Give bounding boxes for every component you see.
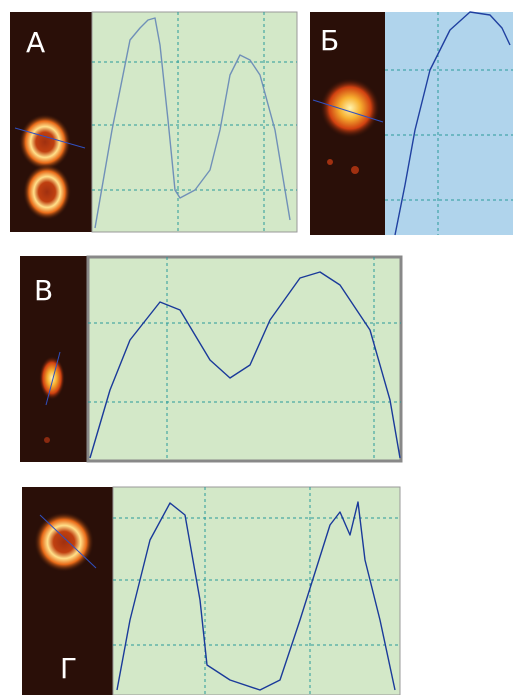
grid	[92, 12, 297, 232]
panel-label: В	[34, 274, 53, 307]
spot	[327, 159, 333, 165]
grid	[113, 487, 400, 695]
panel-b: Б	[310, 11, 513, 236]
profile-curve	[116, 501, 396, 691]
spot	[44, 437, 50, 443]
profile-curve	[394, 11, 511, 236]
profile-plot	[112, 486, 401, 695]
cell	[320, 78, 380, 138]
panel-label: Г	[60, 652, 77, 685]
cell	[39, 356, 65, 400]
spot	[351, 166, 359, 174]
panel-label: А	[26, 26, 45, 59]
cell	[19, 114, 71, 170]
cell	[23, 164, 71, 220]
profile-curve	[89, 271, 401, 459]
grid	[88, 257, 401, 461]
scan-line	[39, 514, 97, 569]
panel-label: Б	[320, 24, 339, 57]
panel-c: В	[20, 255, 403, 463]
cell	[34, 512, 94, 572]
panel-a: А	[10, 11, 298, 233]
profile-curve	[94, 17, 291, 229]
scan-line	[312, 99, 384, 123]
profile-plot	[91, 11, 298, 233]
scan-line	[45, 351, 61, 406]
profile-plot	[385, 12, 513, 235]
profile-plot	[86, 255, 403, 463]
panel-d: Г	[22, 486, 401, 695]
scan-line	[14, 127, 86, 149]
